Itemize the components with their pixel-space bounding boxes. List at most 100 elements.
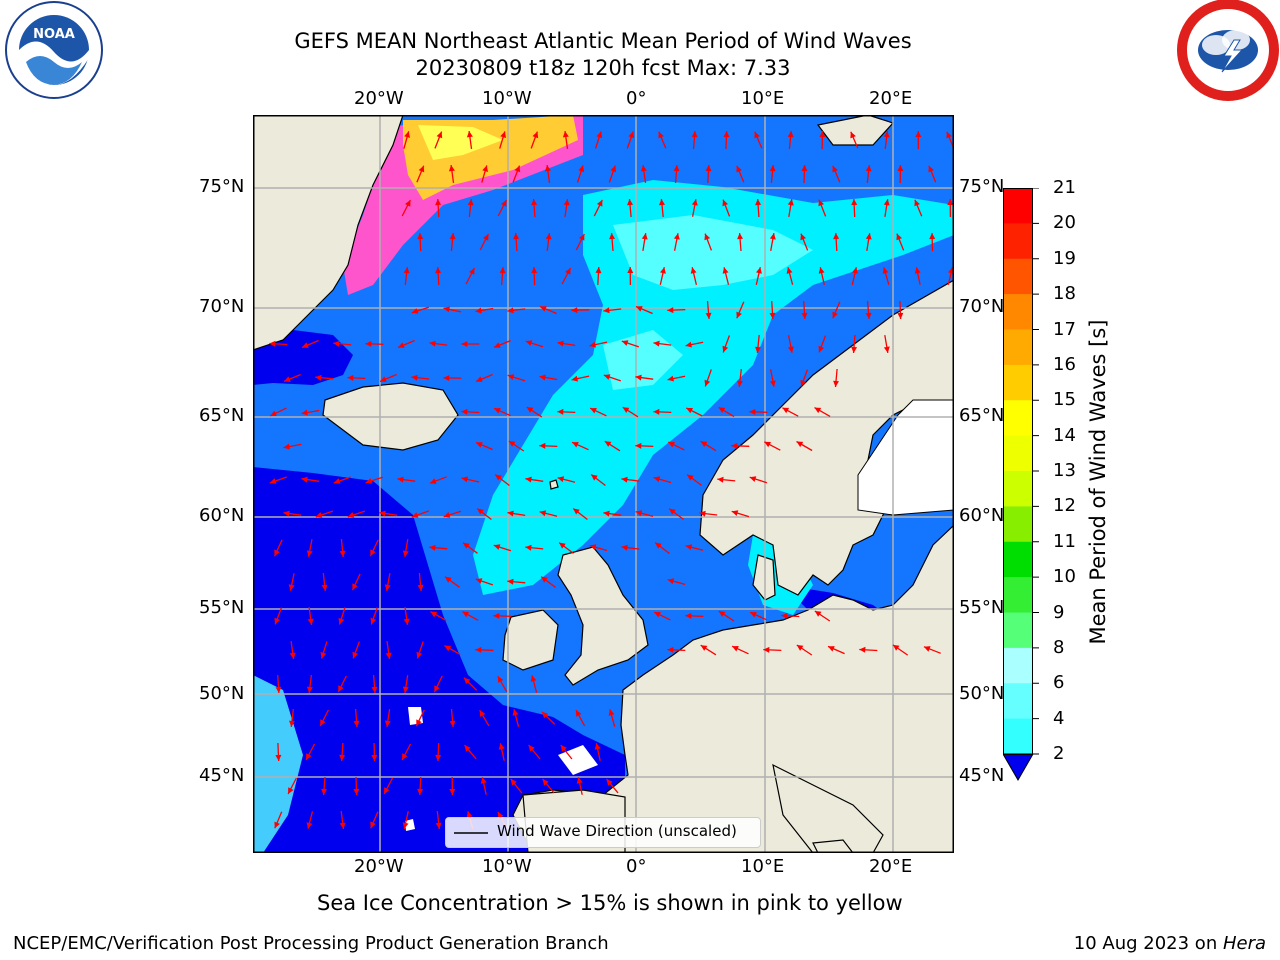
colorbar-outline bbox=[1003, 188, 1033, 755]
wind-wave-arrow-head bbox=[659, 199, 665, 206]
lon-tick-bottom: 10°E bbox=[741, 856, 785, 877]
wind-wave-arrow-head bbox=[700, 441, 708, 447]
lon-tick-bottom: 20°W bbox=[354, 856, 404, 877]
wind-wave-arrow-head bbox=[589, 544, 597, 550]
wind-wave-arrow-head bbox=[507, 510, 514, 517]
wind-wave-arrow-head bbox=[573, 508, 580, 515]
mid-period-region-cyan bbox=[473, 180, 954, 595]
wind-wave-arrow-head bbox=[595, 267, 602, 274]
wind-wave-arrow-head bbox=[769, 380, 776, 387]
wind-wave-arrow-head bbox=[275, 754, 282, 761]
colorbar-segment bbox=[1003, 471, 1033, 507]
sea-ice-caption: Sea Ice Concentration > 15% is shown in … bbox=[317, 891, 903, 915]
wind-wave-arrow-head bbox=[818, 345, 824, 353]
wind-wave-arrow-head bbox=[483, 234, 489, 241]
wind-wave-arrow-head bbox=[416, 719, 422, 727]
wind-wave-arrow-head bbox=[338, 685, 344, 692]
wind-wave-arrow-head bbox=[686, 408, 693, 414]
wind-wave-arrow-head bbox=[883, 346, 890, 353]
wind-wave-arrow-head bbox=[763, 646, 770, 653]
lon-tick-bottom: 20°E bbox=[869, 856, 913, 877]
lon-tick-bottom: 0° bbox=[626, 856, 647, 877]
wind-wave-arrow-head bbox=[627, 267, 634, 273]
wind-wave-arrow-head bbox=[333, 340, 340, 347]
wind-wave-arrow-head bbox=[559, 542, 566, 549]
wind-wave-arrow-head bbox=[347, 512, 355, 518]
lat-tick-right: 70°N bbox=[959, 296, 1005, 317]
wind-wave-arrow-head bbox=[283, 443, 290, 450]
colorbar-segment bbox=[1003, 718, 1033, 755]
colorbar-label-wrapper: Mean Period of Wind Waves [s] bbox=[1086, 320, 1110, 645]
wind-wave-arrow-head bbox=[687, 474, 694, 481]
wind-wave-arrow-head bbox=[818, 199, 824, 207]
wind-wave-arrow-head bbox=[576, 710, 582, 717]
wind-wave-arrow-head bbox=[576, 777, 583, 784]
wind-wave-arrow-head bbox=[532, 131, 539, 139]
wind-wave-arrow-head bbox=[571, 375, 578, 382]
wind-wave-arrow-head bbox=[850, 131, 856, 139]
wind-wave-arrow-head bbox=[402, 753, 408, 760]
wind-wave-arrow-head bbox=[653, 476, 661, 483]
wind-wave-arrow-head bbox=[828, 646, 835, 652]
wind-wave-arrow-head bbox=[449, 720, 456, 727]
wind-wave-arrow-head bbox=[530, 675, 537, 682]
wind-wave-arrow-head bbox=[411, 512, 419, 518]
wind-wave-arrow-head bbox=[380, 376, 387, 382]
colorbar-tick-label: 11 bbox=[1053, 530, 1076, 552]
wind-wave-arrow-head bbox=[510, 778, 517, 786]
wind-wave-arrow-head bbox=[443, 512, 451, 518]
lat-tick-right: 60°N bbox=[959, 505, 1005, 526]
wind-wave-arrow-head bbox=[477, 508, 484, 515]
lat-tick-left: 45°N bbox=[199, 765, 245, 786]
colorbar-segment bbox=[1003, 188, 1033, 224]
national-weather-service-logo bbox=[1176, 0, 1280, 104]
lat-tick-right: 75°N bbox=[959, 176, 1005, 197]
map-svg bbox=[253, 115, 954, 853]
wind-wave-arrow-head bbox=[923, 646, 931, 652]
wind-wave-arrow-head bbox=[365, 478, 373, 484]
lat-tick-left: 65°N bbox=[199, 405, 245, 426]
wind-wave-arrow-head bbox=[274, 617, 280, 625]
wind-wave-arrow-head bbox=[498, 743, 505, 750]
lon-tick-top: 10°E bbox=[741, 88, 785, 109]
wind-wave-arrow-head bbox=[769, 165, 776, 172]
wind-wave-arrow-head bbox=[545, 233, 552, 240]
colorbar-tick-label: 6 bbox=[1053, 672, 1065, 694]
wind-wave-arrow-head bbox=[495, 474, 502, 481]
wind-wave-arrow-head bbox=[653, 408, 660, 415]
wind-wave-arrow-head bbox=[429, 340, 436, 347]
footer-machine: Hera bbox=[1222, 933, 1266, 954]
wind-wave-arrow-head bbox=[749, 408, 756, 415]
wind-wave-arrow-head bbox=[370, 821, 376, 829]
wind-wave-arrow-head bbox=[736, 311, 742, 319]
wind-wave-arrow-head bbox=[769, 233, 776, 240]
lat-tick-left: 60°N bbox=[199, 505, 245, 526]
wind-wave-arrow-head bbox=[370, 617, 377, 625]
colorbar-segment bbox=[1003, 612, 1033, 649]
wind-wave-arrow-head bbox=[892, 644, 900, 651]
wind-wave-arrow-head bbox=[596, 199, 603, 207]
wind-wave-arrow-head bbox=[603, 510, 610, 517]
wind-wave-arrow-head bbox=[435, 822, 442, 829]
lon-tick-top: 20°W bbox=[354, 88, 404, 109]
wind-wave-arrow-head bbox=[402, 550, 409, 557]
wind-wave-arrow-head bbox=[339, 754, 346, 761]
wind-wave-arrow-head bbox=[461, 408, 468, 415]
wind-wave-arrow-head bbox=[275, 686, 282, 693]
wind-wave-arrow-head bbox=[352, 583, 358, 591]
wind-wave-arrow-head bbox=[513, 233, 520, 240]
wind-wave-arrow-head bbox=[462, 611, 470, 618]
wind-wave-arrow-head bbox=[466, 131, 473, 138]
wind-wave-arrow-head bbox=[501, 200, 507, 207]
wind-wave-arrow-head bbox=[541, 576, 548, 583]
colorbar-segment bbox=[1003, 683, 1033, 720]
wind-wave-arrow-head bbox=[690, 267, 697, 274]
wind-wave-arrow-head bbox=[333, 478, 341, 484]
colorbar-svg bbox=[1002, 187, 1039, 782]
wind-wave-arrow-head bbox=[882, 267, 889, 274]
wind-wave-arrow-head bbox=[801, 312, 808, 319]
wind-wave-arrow-head bbox=[731, 510, 739, 516]
wind-wave-arrow-head bbox=[668, 442, 675, 448]
wind-wave-arrow-head bbox=[946, 131, 952, 139]
wind-wave-arrow-head bbox=[466, 811, 473, 818]
